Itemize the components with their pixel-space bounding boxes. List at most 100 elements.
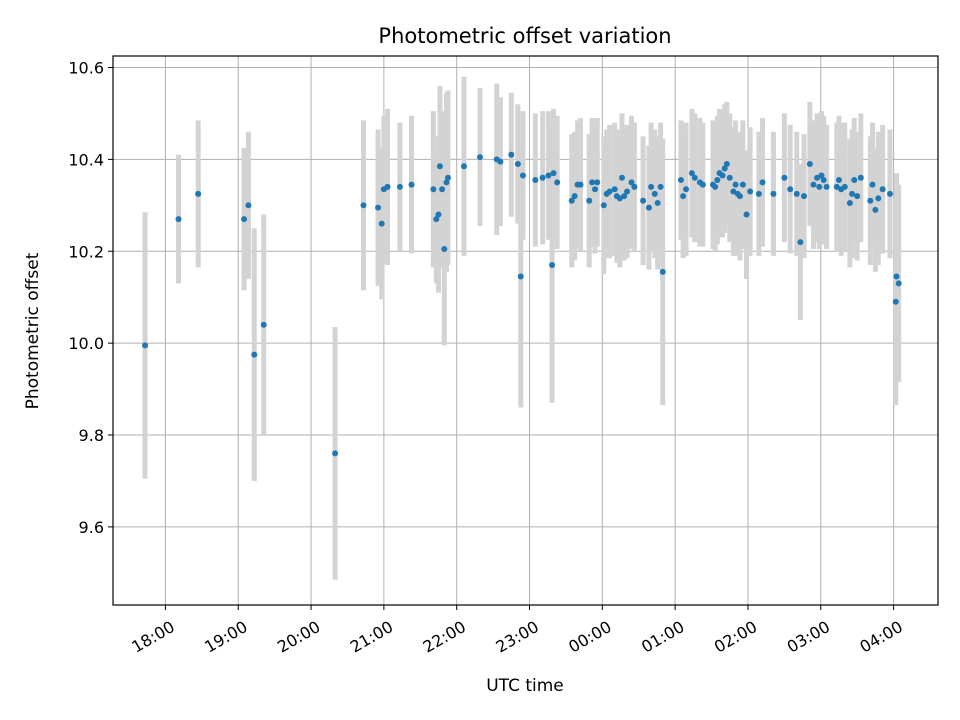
data-point bbox=[736, 193, 743, 200]
x-tick-label: 20:00 bbox=[274, 617, 323, 657]
data-point bbox=[793, 190, 800, 197]
data-point bbox=[712, 183, 719, 190]
data-point bbox=[816, 183, 823, 190]
data-point bbox=[879, 186, 886, 193]
data-point bbox=[142, 342, 149, 349]
data-point bbox=[823, 183, 830, 190]
data-point bbox=[441, 245, 448, 252]
chart-title: Photometric offset variation bbox=[378, 24, 671, 48]
data-point bbox=[476, 154, 483, 161]
data-point bbox=[645, 204, 652, 211]
data-point bbox=[624, 188, 631, 195]
data-point bbox=[550, 170, 557, 177]
data-point bbox=[360, 202, 367, 209]
data-point bbox=[517, 273, 524, 280]
data-point bbox=[869, 181, 876, 188]
data-point bbox=[378, 220, 385, 227]
x-tick-label: 02:00 bbox=[711, 617, 760, 657]
data-point bbox=[867, 197, 874, 204]
data-point bbox=[721, 165, 728, 172]
x-tick-label: 23:00 bbox=[492, 617, 541, 657]
data-point bbox=[759, 179, 766, 186]
data-point bbox=[677, 177, 684, 184]
data-point bbox=[586, 197, 593, 204]
grid bbox=[113, 56, 938, 605]
data-point bbox=[175, 216, 182, 223]
data-point bbox=[806, 160, 813, 167]
data-point bbox=[539, 174, 546, 181]
data-point bbox=[519, 172, 526, 179]
data-point bbox=[606, 188, 613, 195]
data-point bbox=[747, 188, 754, 195]
data-point bbox=[657, 183, 664, 190]
data-point bbox=[886, 190, 893, 197]
data-point bbox=[571, 193, 578, 200]
data-point bbox=[545, 172, 552, 179]
data-point bbox=[732, 181, 739, 188]
x-tick-label: 21:00 bbox=[347, 617, 396, 657]
data-point bbox=[895, 280, 902, 287]
data-point bbox=[849, 190, 856, 197]
data-point bbox=[654, 200, 661, 207]
data-point bbox=[781, 174, 788, 181]
data-point bbox=[893, 273, 900, 280]
data-point bbox=[589, 179, 596, 186]
data-point bbox=[444, 174, 451, 181]
data-point bbox=[436, 163, 443, 170]
plot-frame bbox=[112, 55, 939, 606]
x-tick-label: 22:00 bbox=[420, 617, 469, 657]
data-point bbox=[659, 268, 666, 275]
y-axis-label: Photometric offset bbox=[23, 252, 43, 409]
data-point bbox=[195, 190, 202, 197]
data-point bbox=[594, 179, 601, 186]
data-point bbox=[723, 160, 730, 167]
data-point bbox=[396, 183, 403, 190]
x-axis-label: UTC time bbox=[486, 676, 564, 696]
data-point bbox=[719, 172, 726, 179]
data-point bbox=[726, 174, 733, 181]
data-point bbox=[532, 177, 539, 184]
data-point bbox=[439, 186, 446, 193]
x-tick-label: 00:00 bbox=[565, 617, 614, 657]
data-point bbox=[820, 177, 827, 184]
data-point bbox=[683, 186, 690, 193]
data-point bbox=[549, 262, 556, 269]
data-point bbox=[332, 450, 339, 457]
data-point bbox=[801, 193, 808, 200]
data-point bbox=[872, 206, 879, 213]
data-point bbox=[430, 186, 437, 193]
data-point bbox=[755, 190, 762, 197]
data-point bbox=[688, 170, 695, 177]
data-point bbox=[714, 177, 721, 184]
x-tick-label: 18:00 bbox=[128, 617, 177, 657]
data-point bbox=[568, 197, 575, 204]
data-point bbox=[631, 183, 638, 190]
y-tick-label: 9.6 bbox=[79, 518, 104, 537]
data-point bbox=[408, 181, 415, 188]
data-point bbox=[600, 202, 607, 209]
x-tick-label: 04:00 bbox=[857, 617, 906, 657]
data-point bbox=[611, 186, 618, 193]
data-point bbox=[260, 321, 267, 328]
data-point bbox=[651, 190, 658, 197]
data-point bbox=[841, 183, 848, 190]
y-tick-label: 10.2 bbox=[68, 242, 104, 261]
x-tick-label: 03:00 bbox=[784, 617, 833, 657]
data-point bbox=[846, 200, 853, 207]
data-point bbox=[375, 204, 382, 211]
data-point bbox=[514, 160, 521, 167]
data-point bbox=[433, 216, 440, 223]
data-point bbox=[435, 211, 442, 218]
x-tick-label: 01:00 bbox=[638, 617, 687, 657]
data-point bbox=[618, 174, 625, 181]
data-point bbox=[384, 183, 391, 190]
data-point bbox=[851, 177, 858, 184]
x-tick-label: 19:00 bbox=[201, 617, 250, 657]
data-point bbox=[854, 193, 861, 200]
data-point bbox=[857, 174, 864, 181]
data-point bbox=[810, 181, 817, 188]
y-tick-label: 10.4 bbox=[68, 150, 104, 169]
data-point bbox=[770, 190, 777, 197]
data-point bbox=[892, 298, 899, 305]
